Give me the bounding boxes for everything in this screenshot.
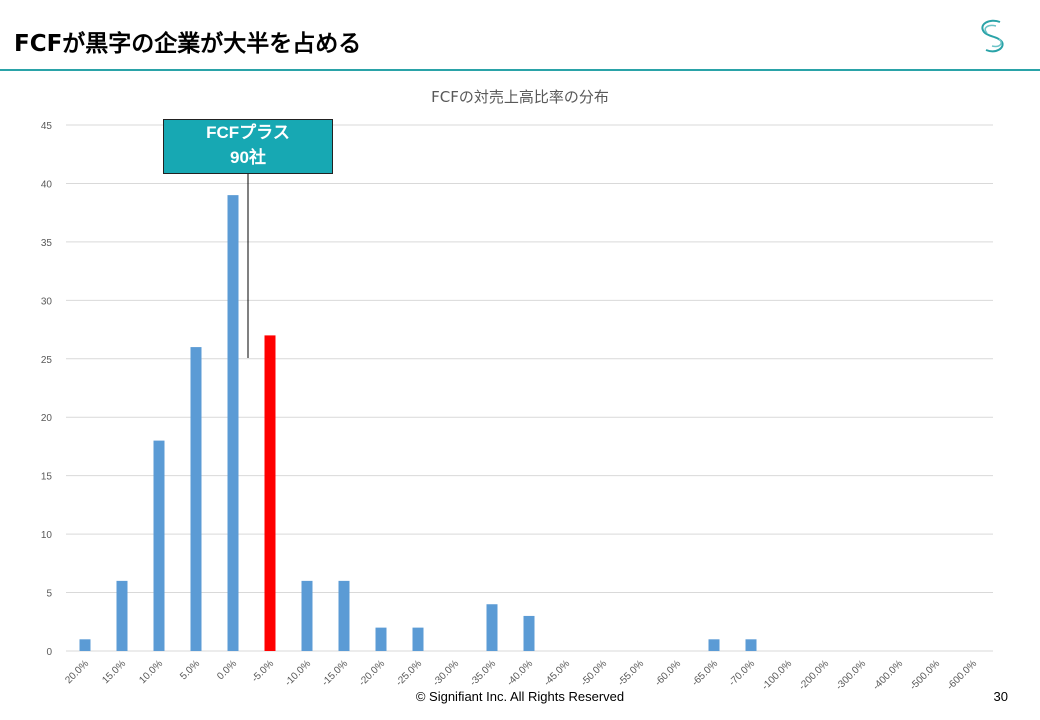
slide-title: FCFが黒字の企業が大半を占める (14, 31, 362, 57)
x-tick-label: 20.0% (63, 658, 91, 686)
bar (486, 604, 498, 651)
x-tick-label: -60.0% (653, 658, 683, 688)
bar (153, 440, 165, 651)
bar (338, 580, 350, 651)
y-tick-label: 20 (41, 413, 53, 424)
x-tick-label: -5.0% (250, 658, 276, 684)
copyright-footer: © Signifiant Inc. All Rights Reserved (415, 689, 625, 704)
x-tick-label: -55.0% (616, 658, 646, 688)
callout-line2: 90社 (230, 148, 266, 167)
x-tick-label: 10.0% (137, 658, 165, 686)
bar (708, 639, 720, 651)
y-tick-label: 30 (41, 296, 53, 307)
x-tick-label: -600.0% (945, 658, 979, 692)
bar (412, 627, 424, 651)
x-tick-label: -70.0% (727, 658, 757, 688)
x-tick-label: -200.0% (797, 658, 831, 692)
x-tick-label: -35.0% (468, 658, 498, 688)
y-tick-label: 40 (41, 179, 53, 190)
callout-line1: FCFプラス (206, 123, 290, 142)
x-tick-label: 0.0% (215, 658, 239, 682)
page-number: 30 (993, 689, 1008, 704)
x-tick-label: -300.0% (834, 658, 868, 692)
x-tick-label: -100.0% (760, 658, 794, 692)
x-tick-label: -400.0% (871, 658, 905, 692)
bar (301, 580, 313, 651)
y-tick-label: 35 (41, 238, 53, 249)
y-tick-label: 5 (46, 589, 52, 600)
x-tick-label: 5.0% (178, 658, 202, 682)
x-tick-label: -15.0% (320, 658, 350, 688)
x-tick-label: -20.0% (357, 658, 387, 688)
callout-box: FCFプラス 90社 (163, 119, 333, 174)
bar (190, 347, 202, 651)
y-tick-label: 10 (41, 530, 53, 541)
y-tick-label: 45 (41, 121, 53, 132)
y-tick-label: 15 (41, 472, 53, 483)
chart-title: FCFの対売上高比率の分布 (431, 88, 609, 106)
bar (116, 580, 128, 651)
x-tick-label: -30.0% (431, 658, 461, 688)
x-tick-label: -40.0% (505, 658, 535, 688)
x-tick-label: -50.0% (579, 658, 609, 688)
bar (227, 195, 239, 651)
x-tick-label: -45.0% (542, 658, 572, 688)
bar (375, 627, 387, 651)
x-tick-label: -10.0% (283, 658, 313, 688)
y-tick-label: 0 (46, 647, 52, 658)
x-tick-label: 15.0% (100, 658, 128, 686)
bar (264, 335, 276, 651)
bar (79, 639, 91, 651)
y-tick-label: 25 (41, 355, 53, 366)
x-tick-label: -65.0% (690, 658, 720, 688)
signifiant-logo-icon (981, 19, 1004, 53)
bar (745, 639, 757, 651)
title-rule (0, 69, 1040, 71)
bar (523, 615, 535, 651)
x-tick-label: -25.0% (394, 658, 424, 688)
x-tick-label: -500.0% (908, 658, 942, 692)
